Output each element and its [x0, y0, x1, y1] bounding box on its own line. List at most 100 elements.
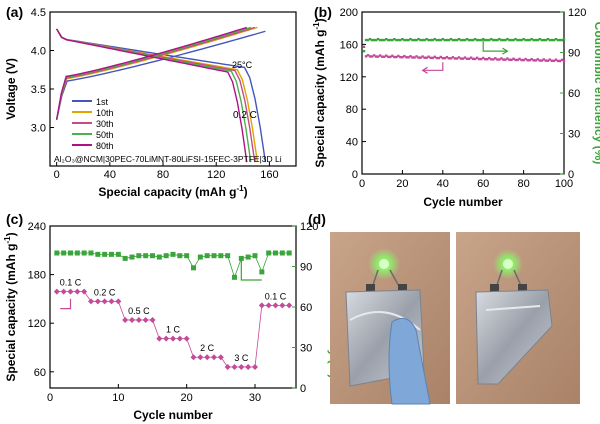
capacity-point [461, 57, 465, 60]
y-tick-label-right-b: 120 [568, 7, 586, 19]
cell-config-label: Al₂O₃@NCM|30PEC-70LiMNT-80LiFSI-15FEC-3P… [54, 154, 282, 164]
efficiency-point [475, 38, 479, 42]
cut-pouch-cell-icon [475, 289, 553, 385]
efficiency-point [184, 253, 190, 259]
legend-label: 10th [96, 108, 114, 118]
plot-frame-c [49, 225, 297, 389]
capacity-point [449, 57, 453, 60]
efficiency-point [504, 38, 507, 42]
capacity-point [374, 55, 378, 58]
capacity-point [370, 55, 374, 58]
capacity-point [170, 335, 176, 342]
x-tick-label-b: 80 [517, 178, 529, 190]
efficiency-point [374, 38, 378, 42]
capacity-point [53, 288, 60, 295]
charge-curve [55, 26, 251, 120]
efficiency-point [411, 38, 414, 42]
capacity-point [546, 59, 550, 62]
efficiency-point [156, 254, 162, 260]
tab-icon [398, 284, 407, 294]
efficiency-point [439, 38, 442, 42]
efficiency-point [389, 38, 392, 42]
capacity-point [405, 56, 408, 59]
efficiency-point [488, 38, 491, 42]
y-tick-label-a: 4.0 [31, 46, 46, 58]
efficiency-point [558, 38, 562, 42]
capacity-point [238, 363, 245, 370]
x-tick-label-b: 0 [359, 178, 365, 190]
capacity-point [522, 58, 525, 62]
efficiency-point [498, 37, 501, 41]
efficiency-point [387, 38, 390, 42]
rate-data: 0.1 C 0.2 C 0.5 C 1 C 2 C 3 C 0.1 C [53, 250, 293, 370]
capacity-point [391, 54, 394, 58]
capacity-point [516, 58, 519, 62]
capacity-point [528, 59, 531, 62]
efficiency-point [502, 38, 505, 42]
x-tick-label-a: 80 [157, 169, 169, 181]
y-tick-label-right-c: 120 [300, 221, 318, 233]
efficiency-point [273, 250, 278, 256]
efficiency-point [368, 37, 372, 41]
capacity-point [554, 58, 558, 61]
x-tick-label-b: 40 [437, 178, 449, 190]
capacity-point [463, 56, 467, 59]
capacity-point [455, 57, 459, 60]
capacity-point [378, 54, 382, 57]
efficiency-point [211, 253, 217, 259]
efficiency-point [427, 38, 430, 42]
capacity-point [204, 354, 211, 361]
efficiency-arrow [240, 258, 262, 281]
efficiency-point [510, 38, 513, 42]
tab-icon [518, 284, 527, 294]
x-tick-label-b: 100 [555, 178, 573, 190]
y-tick-label-left-b: 200 [340, 7, 358, 19]
capacity-arrow [60, 298, 72, 310]
capacity-point [60, 288, 67, 295]
x-tick-label-b: 20 [396, 178, 408, 190]
capacity-point [562, 59, 566, 63]
capacity-point [486, 58, 489, 61]
efficiency-point [528, 38, 531, 42]
efficiency-point [225, 253, 231, 259]
efficiency-point [447, 38, 451, 42]
efficiency-point [399, 38, 402, 42]
efficiency-point [370, 38, 374, 42]
efficiency-point [364, 38, 368, 42]
legend-label: 80th [96, 141, 114, 151]
capacity-point [67, 288, 74, 295]
capacity-point [115, 298, 122, 305]
efficiency-arrow [482, 40, 508, 52]
legend-label: 50th [96, 130, 114, 140]
efficiency-point [407, 38, 410, 42]
capacity-point [469, 56, 473, 59]
capacity-point [526, 59, 529, 62]
capacity-point [504, 58, 507, 61]
legend-label: 30th [96, 119, 114, 129]
capacity-point [252, 363, 258, 370]
efficiency-point [419, 38, 422, 42]
efficiency-point [518, 38, 521, 42]
capacity-point [508, 58, 511, 61]
capacity-point [393, 55, 396, 59]
efficiency-point [550, 38, 554, 42]
efficiency-point [492, 38, 495, 42]
efficiency-point [88, 250, 94, 256]
rate-label: 3 C [234, 353, 249, 363]
capacity-point [524, 57, 527, 61]
efficiency-point [562, 37, 566, 41]
efficiency-point [401, 37, 404, 41]
capacity-point [502, 58, 505, 61]
efficiency-point [479, 38, 483, 42]
discharge-curve [56, 28, 248, 163]
efficiency-point [61, 250, 67, 256]
x-tick-label-a: 40 [104, 169, 116, 181]
efficiency-point [477, 38, 481, 42]
capacity-point [385, 54, 388, 57]
temperature-label: 25°C [232, 60, 253, 70]
capacity-point [364, 55, 368, 58]
legend-label: 1st [96, 97, 109, 107]
efficiency-point [482, 37, 485, 41]
efficiency-point [459, 38, 463, 42]
